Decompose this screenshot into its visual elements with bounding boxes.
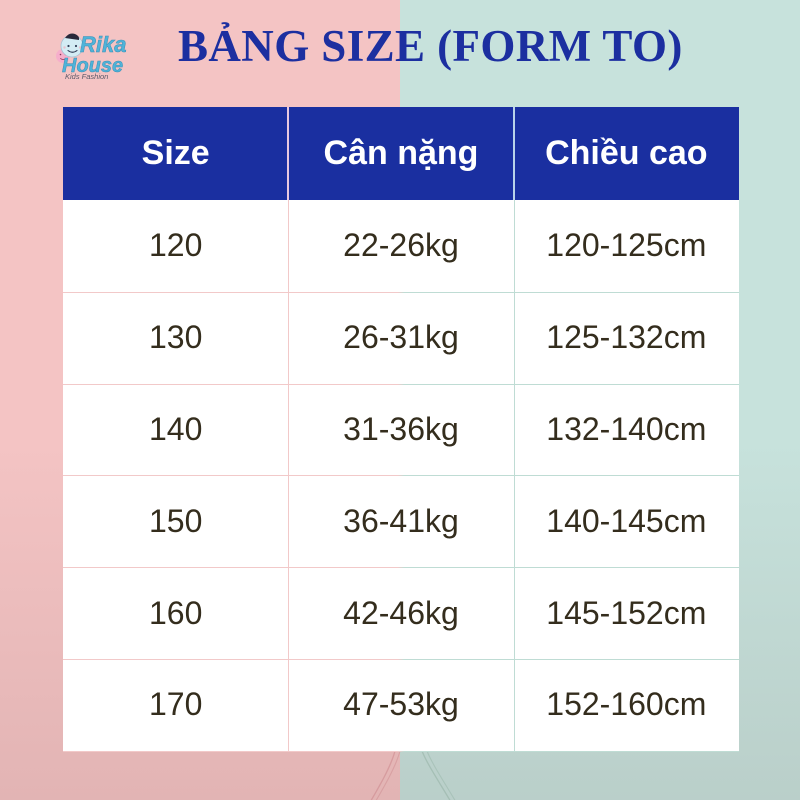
svg-text:Rika: Rika xyxy=(80,32,126,57)
svg-text:Kids Fashion: Kids Fashion xyxy=(65,72,108,81)
